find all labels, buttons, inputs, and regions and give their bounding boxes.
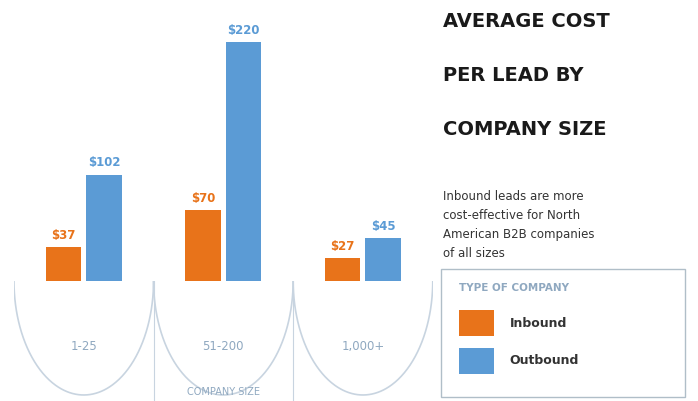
Text: COMPANY SIZE: COMPANY SIZE [443, 120, 607, 139]
Text: 1,000+: 1,000+ [341, 340, 385, 354]
Bar [87, 174, 122, 289]
Text: AVERAGE COST: AVERAGE COST [443, 12, 610, 31]
Text: Inbound: Inbound [510, 317, 567, 330]
Bar [226, 43, 262, 289]
Text: $27: $27 [330, 240, 355, 253]
Text: $45: $45 [371, 220, 396, 233]
Text: $70: $70 [191, 192, 215, 205]
FancyBboxPatch shape [459, 310, 493, 336]
Text: COMPANY SIZE: COMPANY SIZE [187, 387, 260, 397]
Text: $37: $37 [51, 229, 75, 242]
Text: $102: $102 [88, 156, 120, 169]
FancyBboxPatch shape [440, 269, 685, 397]
Text: Outbound: Outbound [510, 354, 579, 367]
Text: Inbound leads are more
cost-effective for North
American B2B companies
of all si: Inbound leads are more cost-effective fo… [443, 190, 595, 261]
Bar [366, 238, 401, 289]
Bar [45, 247, 81, 289]
Text: TYPE OF COMPANY: TYPE OF COMPANY [459, 283, 570, 293]
Bar [325, 259, 360, 289]
Text: 51-200: 51-200 [202, 340, 244, 354]
Text: PER LEAD BY: PER LEAD BY [443, 66, 584, 85]
Bar [185, 211, 221, 289]
Text: $220: $220 [228, 24, 260, 37]
FancyBboxPatch shape [459, 348, 493, 374]
Text: 1-25: 1-25 [70, 340, 97, 354]
